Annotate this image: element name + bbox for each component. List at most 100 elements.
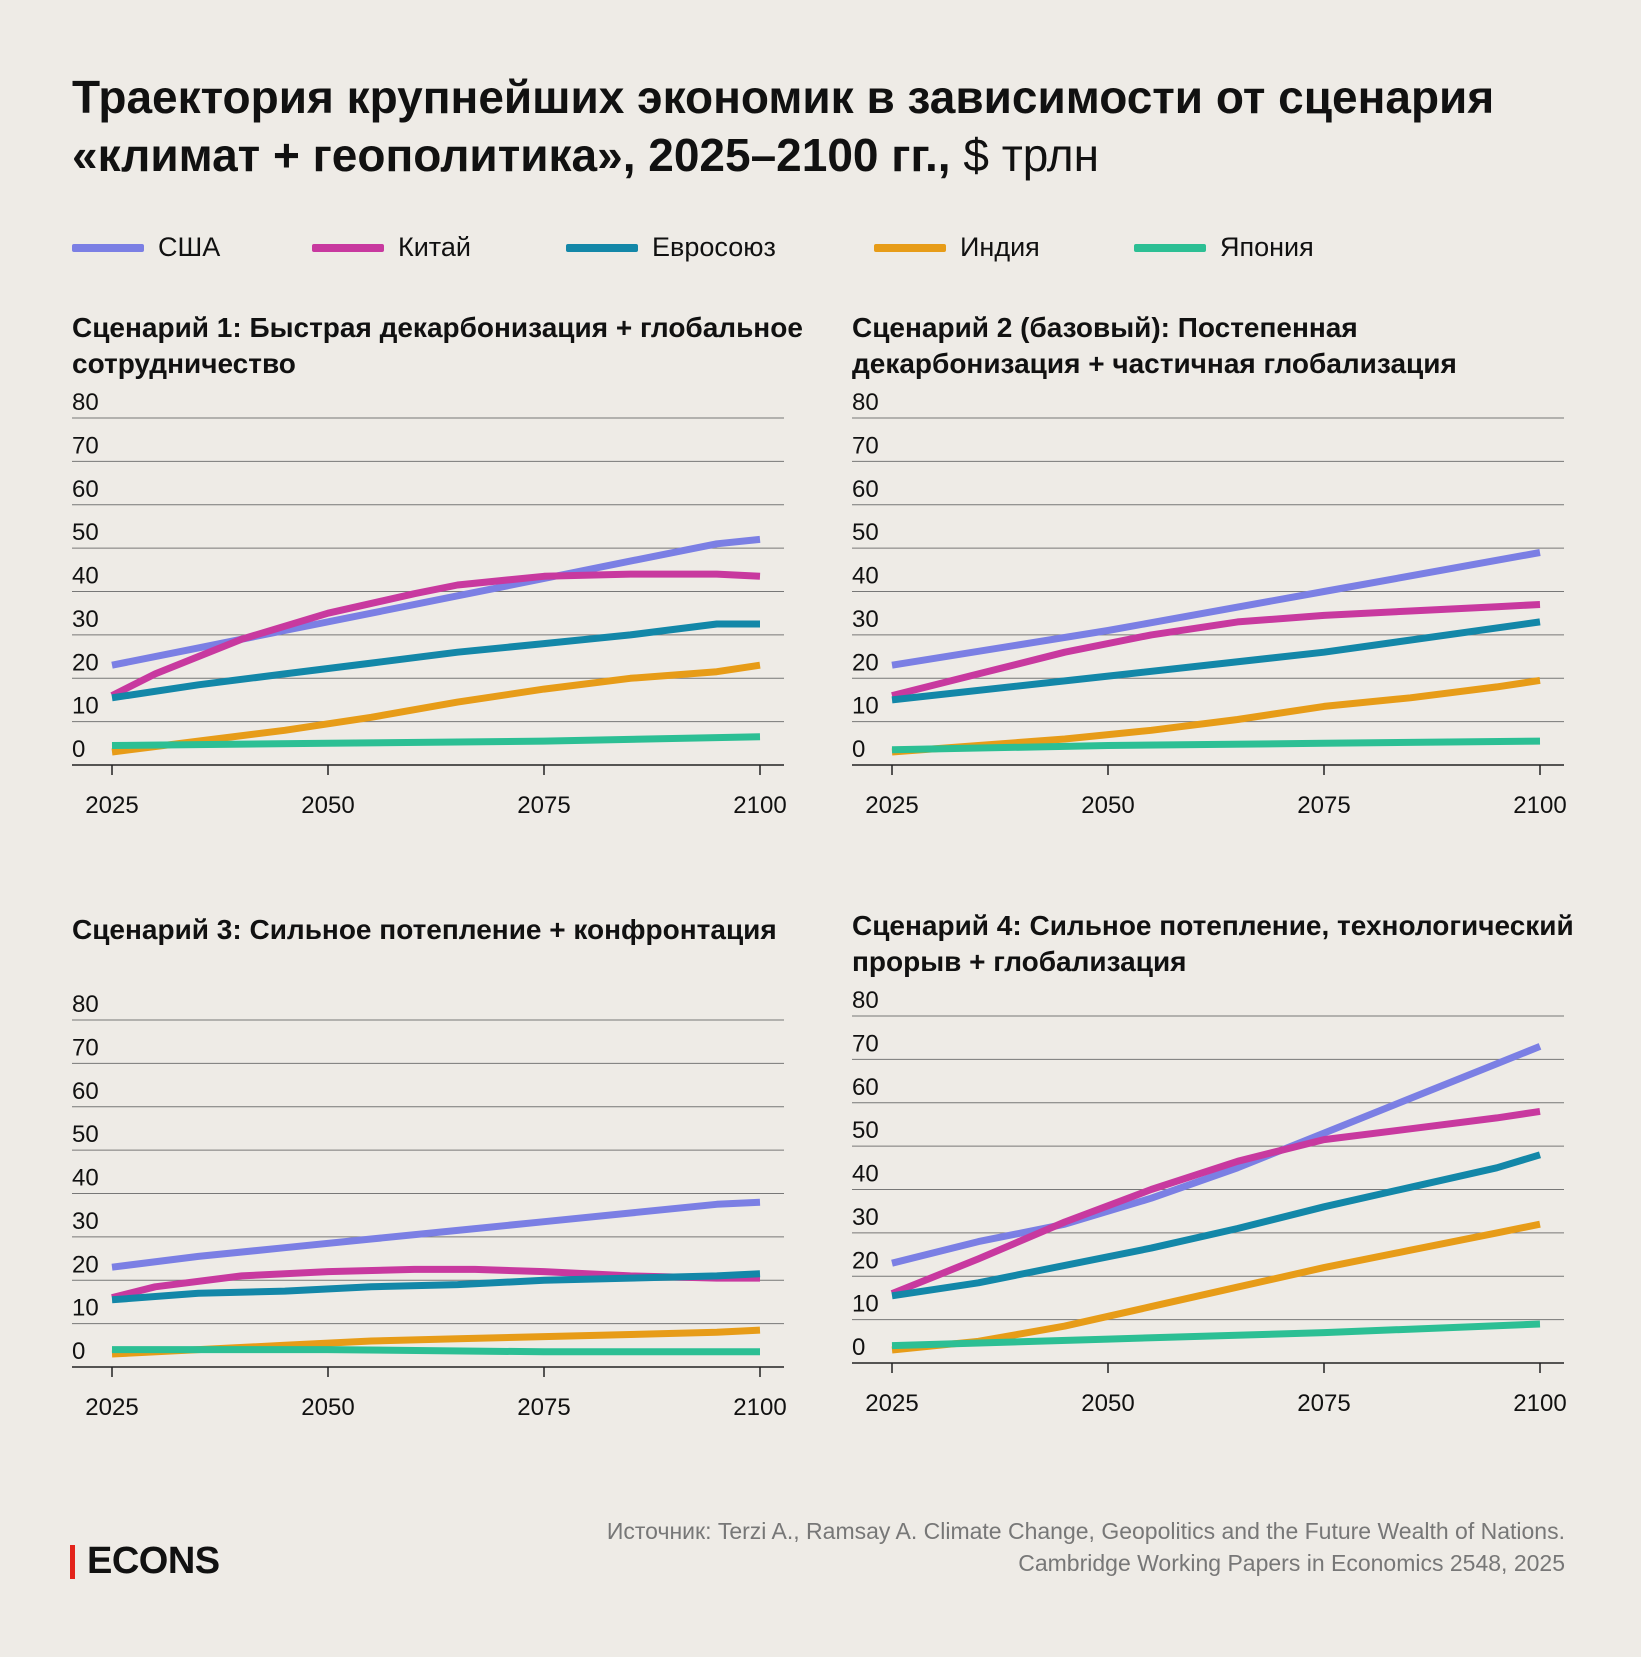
scenario-2-chart: 0 10 20 30 40 50 60 70 80 2025 2050 2075 2100 (852, 389, 1567, 819)
y-tick-label: 0 (852, 1334, 865, 1361)
y-tick-label: 40 (72, 563, 99, 590)
y-tick-label: 0 (72, 736, 85, 763)
econs-logo: ECONS (70, 1540, 220, 1583)
x-tick-label: 2075 (517, 1394, 570, 1421)
y-tick-label: 80 (852, 389, 879, 416)
scenario-1-panel: Сценарий 1: Быстрая декарбонизация + гло… (72, 310, 832, 870)
legend-label: Япония (1220, 232, 1314, 262)
chart-title-unit: $ трлн (950, 129, 1100, 181)
series-line (111, 733, 761, 749)
x-tick-label: 2050 (1081, 1390, 1134, 1417)
series-line (891, 1320, 1541, 1350)
y-tick-label: 40 (852, 563, 879, 590)
y-tick-label: 10 (72, 693, 99, 720)
series-line (890, 1107, 1541, 1297)
x-tick-label: 2025 (85, 792, 138, 819)
x-tick-label: 2025 (85, 1394, 138, 1421)
series-line (891, 618, 1541, 704)
y-tick-label: 20 (72, 1251, 99, 1278)
legend-label: Китай (398, 232, 471, 262)
y-tick-label: 60 (852, 476, 879, 503)
series-line (891, 676, 1541, 756)
scenario-3-panel: Сценарий 3: Сильное потепление + конфрон… (72, 912, 832, 1472)
x-tick-label: 2100 (1513, 1390, 1566, 1417)
y-tick-label: 80 (72, 991, 99, 1018)
y-tick-label: 40 (72, 1165, 99, 1192)
chart-title: Траектория крупнейших экономик в зависим… (72, 68, 1572, 184)
panel-title: Сценарий 2 (базовый): Постепенная декарб… (852, 312, 1457, 379)
y-tick-label: 10 (852, 1291, 879, 1318)
logo-text: ECONS (87, 1540, 220, 1582)
y-tick-label: 20 (852, 1247, 879, 1274)
x-tick-label: 2075 (517, 792, 570, 819)
series-line (891, 737, 1541, 754)
y-tick-label: 10 (72, 1295, 99, 1322)
y-tick-label: 40 (852, 1161, 879, 1188)
scenario-3-chart: 0 10 20 30 40 50 60 70 80 2025 2050 2075 2100 (72, 991, 787, 1421)
y-tick-label: 70 (852, 432, 879, 459)
scenario-4-chart: 0 10 20 30 40 50 60 70 80 2025 2050 2075 2100 (852, 987, 1567, 1417)
y-tick-label: 50 (852, 1117, 879, 1144)
y-tick-label: 30 (72, 606, 99, 633)
y-tick-label: 10 (852, 693, 879, 720)
legend-item-india: Индия (874, 232, 1134, 263)
source-line-2: Cambridge Working Papers in Economics 25… (1018, 1550, 1565, 1576)
y-tick-label: 80 (72, 389, 99, 416)
x-tick-label: 2075 (1297, 792, 1350, 819)
x-tick-label: 2100 (733, 1394, 786, 1421)
series-line (111, 620, 760, 702)
scenario-2-panel: Сценарий 2 (базовый): Постепенная декарб… (852, 310, 1612, 870)
series-line (111, 1198, 761, 1271)
legend-swatch (72, 243, 144, 252)
x-tick-label: 2075 (1297, 1390, 1350, 1417)
y-tick-label: 60 (72, 476, 99, 503)
y-tick-label: 30 (852, 1204, 879, 1231)
series-line (111, 1270, 761, 1304)
y-tick-label: 20 (72, 649, 99, 676)
legend-label: Евросоюз (652, 232, 776, 262)
series-line (891, 1151, 1542, 1300)
y-tick-label: 20 (852, 649, 879, 676)
series-line (110, 570, 761, 699)
legend-item-china: Китай (312, 232, 566, 263)
y-tick-label: 30 (72, 1208, 99, 1235)
y-tick-label: 0 (72, 1338, 85, 1365)
series-line (891, 1220, 1541, 1354)
x-tick-label: 2050 (301, 792, 354, 819)
y-tick-label: 0 (852, 736, 865, 763)
legend-item-usa: США (72, 232, 312, 263)
y-tick-label: 70 (72, 432, 99, 459)
legend-swatch (1134, 243, 1206, 252)
scenario-4-panel: Сценарий 4: Сильное потепление, технолог… (852, 908, 1612, 1468)
panel-title: Сценарий 1: Быстрая декарбонизация + гло… (72, 312, 803, 379)
x-tick-label: 2050 (1081, 792, 1134, 819)
y-tick-label: 50 (72, 1121, 99, 1148)
y-tick-label: 60 (72, 1078, 99, 1105)
source-note: Источник: Terzi A., Ramsay A. Climate Ch… (607, 1515, 1565, 1579)
legend-swatch (874, 243, 946, 252)
legend-item-japan: Япония (1134, 232, 1314, 263)
x-tick-label: 2100 (733, 792, 786, 819)
legend-label: Индия (960, 232, 1040, 262)
x-tick-label: 2025 (865, 1390, 918, 1417)
y-tick-label: 70 (852, 1030, 879, 1057)
series-line (111, 661, 761, 756)
series-line (111, 535, 761, 669)
y-tick-label: 50 (72, 519, 99, 546)
legend: США Китай Евросоюз Индия Япония (72, 232, 1314, 263)
y-tick-label: 30 (852, 606, 879, 633)
legend-item-eu: Евросоюз (566, 232, 874, 263)
panel-title: Сценарий 4: Сильное потепление, технолог… (852, 910, 1574, 977)
legend-swatch (566, 243, 638, 252)
chart-title-main: Траектория крупнейших экономик в зависим… (72, 71, 1495, 181)
series-line (112, 1346, 760, 1356)
x-tick-label: 2025 (865, 792, 918, 819)
legend-swatch (312, 243, 384, 252)
series-line (891, 1043, 1542, 1267)
y-tick-label: 60 (852, 1074, 879, 1101)
logo-bar (70, 1544, 75, 1579)
series-line (891, 549, 1541, 669)
series-line (891, 601, 1541, 699)
y-tick-label: 70 (72, 1034, 99, 1061)
panel-title: Сценарий 3: Сильное потепление + конфрон… (72, 914, 777, 945)
